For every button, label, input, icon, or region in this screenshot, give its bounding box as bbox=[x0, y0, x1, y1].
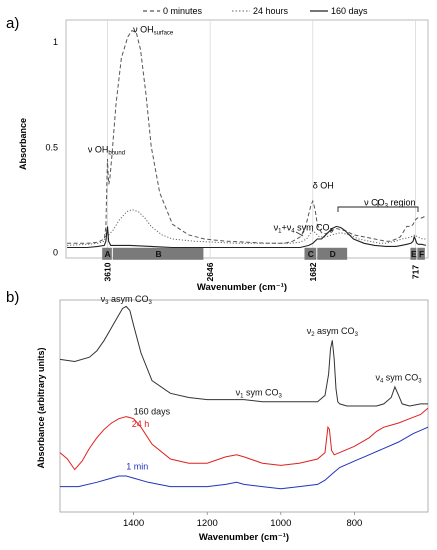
annotation-b: ν3 asym CO3 bbox=[101, 294, 153, 306]
x-tick-label-a: 1682 bbox=[308, 262, 318, 281]
x-tick-label-b: 1200 bbox=[197, 518, 218, 529]
region-bar-e bbox=[410, 247, 417, 260]
panel-a-label: a) bbox=[6, 15, 19, 32]
region-label-c: C bbox=[308, 249, 314, 259]
region-label-e: E bbox=[411, 249, 417, 259]
annotation-b: 1 min bbox=[126, 462, 148, 472]
region-label-d: D bbox=[330, 249, 336, 259]
y-tick-label-a: 1 bbox=[53, 37, 58, 47]
series-line-24-hours bbox=[67, 209, 426, 246]
y-tick-label-a: 0 bbox=[53, 248, 58, 258]
y-axis-label-b: Absorbance (arbitrary units) bbox=[36, 347, 46, 468]
series-line-24-h bbox=[59, 407, 429, 471]
co3-region-bracket bbox=[337, 200, 419, 212]
plot-frame-b bbox=[59, 299, 429, 513]
x-axis-label-b: Wavenumber (cm⁻¹) bbox=[199, 532, 289, 543]
plot-frame-a bbox=[65, 19, 429, 259]
legend-label-160-days: 160 days bbox=[331, 6, 368, 16]
annotation-a: ν CO3 region bbox=[364, 197, 415, 209]
combination-band-arrow bbox=[295, 231, 304, 237]
x-tick-label-a: 2646 bbox=[205, 262, 215, 281]
x-tick-label-a: 717 bbox=[411, 265, 421, 279]
annotation-b: 160 days bbox=[134, 406, 171, 416]
annotation-a: ν OHsurface bbox=[133, 25, 174, 37]
legend: 0 minutes 24 hours 160 days bbox=[143, 6, 368, 16]
region-bar-f bbox=[417, 247, 425, 260]
chart-b: Absorbance (arbitrary units) 1400 1200 100… bbox=[36, 294, 429, 543]
region-bar-a bbox=[102, 247, 112, 260]
x-tick-label-b: 800 bbox=[346, 518, 362, 529]
chart-a: 0 minutes 24 hours 160 days 0 0.5 1 Absorb… bbox=[18, 6, 429, 293]
annotation-a: ν1+ν4 sym CO3 bbox=[274, 223, 334, 235]
y-tick-label-a: 0.5 bbox=[45, 142, 58, 152]
region-label-b: B bbox=[156, 249, 162, 259]
y-axis-label-a: Absorbance bbox=[18, 118, 28, 170]
series-line-160-days bbox=[59, 305, 428, 407]
panel-b-label: b) bbox=[6, 289, 19, 306]
annotation-b: ν1 sym CO3 bbox=[236, 387, 283, 399]
region-label-a: A bbox=[104, 249, 110, 259]
x-tick-label-b: 1400 bbox=[123, 518, 144, 529]
region-bar-c bbox=[304, 247, 317, 260]
annotation-b: 24 h bbox=[132, 419, 150, 429]
annotation-a: δ OH bbox=[313, 180, 334, 190]
x-axis-label-a: Wavenumber (cm⁻¹) bbox=[197, 282, 287, 293]
annotation-a: ν OHbound bbox=[88, 145, 125, 157]
region-bar-d bbox=[317, 247, 348, 260]
series-line-0-minutes bbox=[67, 29, 427, 244]
region-label-f: F bbox=[419, 249, 424, 259]
annotation-b: ν2 asym CO3 bbox=[307, 326, 359, 338]
x-tick-label-b: 1000 bbox=[270, 518, 291, 529]
region-bar-b bbox=[112, 247, 204, 260]
series-line-160-days bbox=[67, 225, 427, 249]
legend-label-24-hours: 24 hours bbox=[253, 6, 289, 16]
series-line-1-min bbox=[60, 426, 429, 490]
legend-label-0-minutes: 0 minutes bbox=[163, 6, 203, 16]
x-tick-label-a: 3610 bbox=[103, 262, 113, 281]
annotation-b: ν4 sym CO3 bbox=[375, 373, 422, 385]
